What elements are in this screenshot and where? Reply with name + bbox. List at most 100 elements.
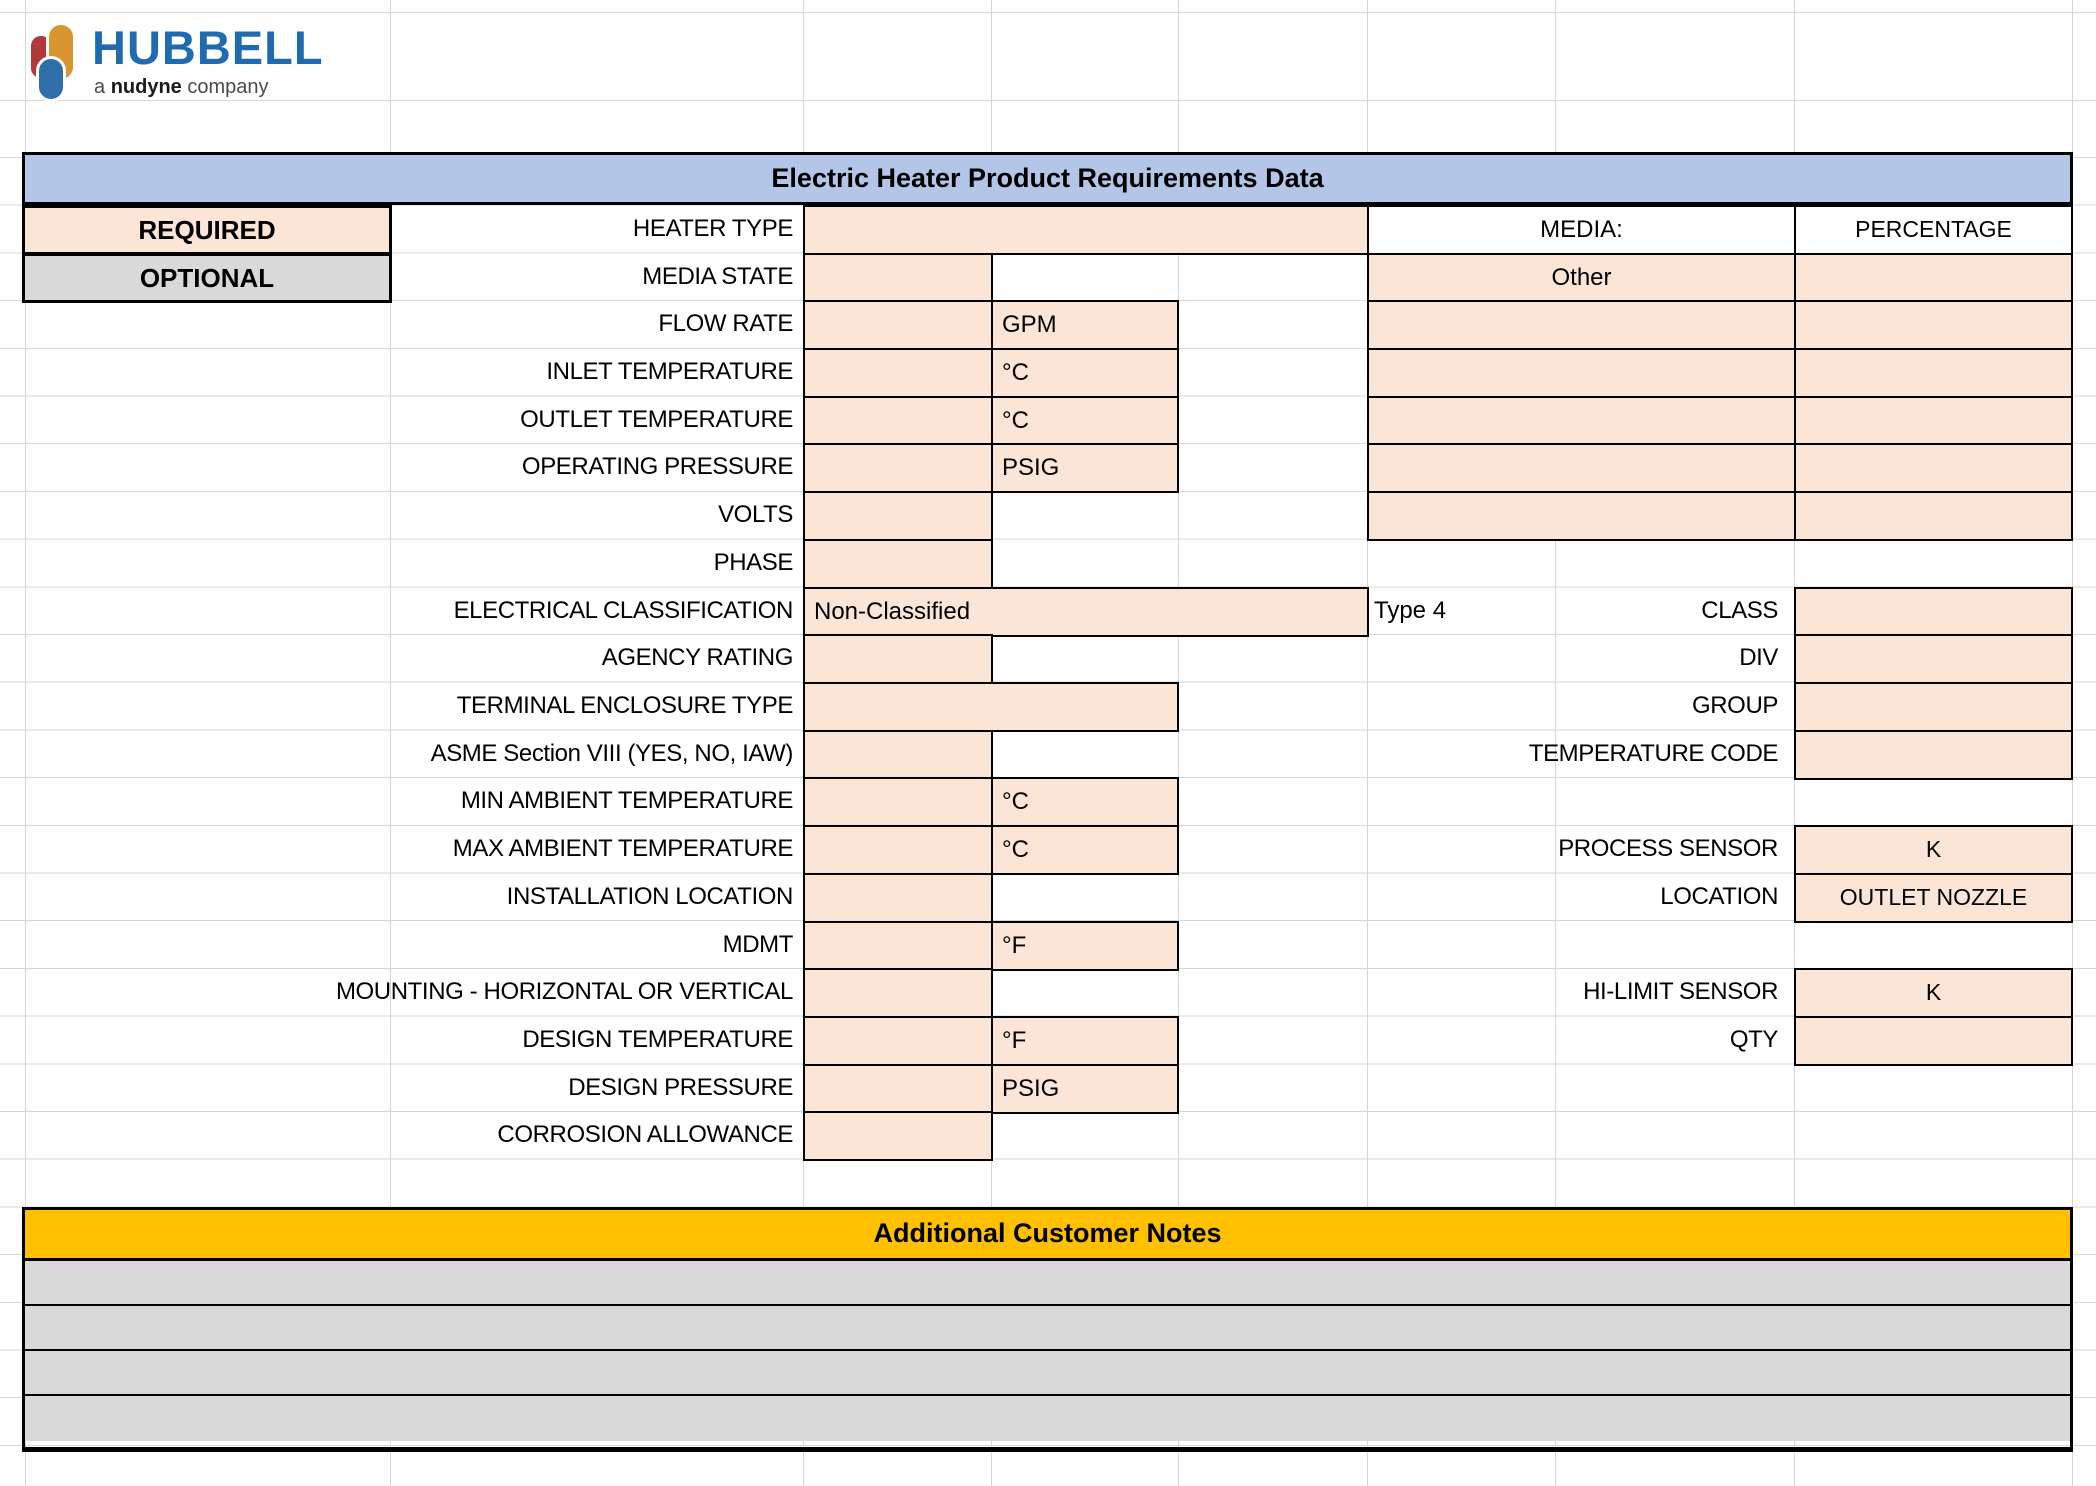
phase-input[interactable] <box>803 539 993 589</box>
min-ambient-temperature-unit: °C <box>991 777 1179 827</box>
hubbell-logo: HUBBELL a nudyne company <box>28 20 388 106</box>
row-label-design-pressure: DESIGN PRESSURE <box>568 1074 793 1101</box>
row-label-operating-pressure: OPERATING PRESSURE <box>521 453 793 480</box>
media-input-6[interactable] <box>1367 491 1796 541</box>
media-input-4[interactable] <box>1367 396 1796 446</box>
notes-row-3[interactable] <box>25 1351 2070 1396</box>
design-pressure-input[interactable] <box>803 1064 993 1114</box>
row-label-corrosion-allowance: CORROSION ALLOWANCE <box>497 1121 793 1148</box>
percentage-input-4[interactable] <box>1794 396 2073 446</box>
max-ambient-temperature-unit: °C <box>991 825 1179 875</box>
row-label-qty: QTY <box>1729 1026 1779 1053</box>
tagline-prefix: a <box>94 76 106 98</box>
electrical-classification-input[interactable]: Non-Classified <box>803 587 1369 637</box>
location-input[interactable]: OUTLET NOZZLE <box>1794 873 2073 923</box>
div-input[interactable] <box>1794 634 2073 684</box>
row-label-heater-type: HEATER TYPE <box>632 215 793 242</box>
gridline <box>0 12 2096 13</box>
terminal-enclosure-type-input[interactable] <box>803 682 1179 732</box>
percentage-column-header: PERCENTAGE <box>1794 205 2073 255</box>
flow-rate-unit: GPM <box>991 300 1179 350</box>
row-label-div: DIV <box>1739 644 1778 671</box>
notes-row-2[interactable] <box>25 1306 2070 1351</box>
row-label-inlet-temperature: INLET TEMPERATURE <box>546 358 793 385</box>
row-label-volts: VOLTS <box>718 501 793 528</box>
row-label-flow-rate: FLOW RATE <box>658 310 793 337</box>
process-sensor-input[interactable]: K <box>1794 825 2073 875</box>
agency-rating-input[interactable] <box>803 634 993 684</box>
volts-input[interactable] <box>803 491 993 541</box>
heater-type-input[interactable] <box>803 205 1369 255</box>
media-input-1[interactable]: Other <box>1367 253 1796 303</box>
enclosure-type-note: Type 4 <box>1374 597 1447 624</box>
row-label-phase: PHASE <box>713 549 794 576</box>
tagline-nudyne: nudyne <box>110 76 182 98</box>
logo-blue-shape <box>36 56 66 102</box>
notes-header: Additional Customer Notes <box>22 1207 2073 1261</box>
class-input[interactable] <box>1794 587 2073 637</box>
row-label-location: LOCATION <box>1660 883 1778 910</box>
percentage-input-1[interactable] <box>1794 253 2073 303</box>
row-label-class: CLASS <box>1701 597 1778 624</box>
tagline-suffix: company <box>187 76 269 98</box>
gridline <box>0 100 2096 101</box>
row-label-asme-section: ASME Section VIII (YES, NO, IAW) <box>430 740 794 767</box>
legend-optional: OPTIONAL <box>22 253 392 303</box>
operating-pressure-unit: PSIG <box>991 443 1179 493</box>
asme-section-input[interactable] <box>803 730 993 780</box>
row-label-temperature-code: TEMPERATURE CODE <box>1528 740 1779 767</box>
row-label-installation-location: INSTALLATION LOCATION <box>506 883 794 910</box>
percentage-input-5[interactable] <box>1794 443 2073 493</box>
form-title: Electric Heater Product Requirements Dat… <box>22 152 2073 205</box>
max-ambient-temperature-input[interactable] <box>803 825 993 875</box>
installation-location-input[interactable] <box>803 873 993 923</box>
notes-section <box>22 1261 2073 1452</box>
media-state-input[interactable] <box>803 253 993 303</box>
row-label-agency-rating: AGENCY RATING <box>601 644 794 671</box>
qty-input[interactable] <box>1794 1016 2073 1066</box>
temperature-code-input[interactable] <box>1794 730 2073 780</box>
min-ambient-temperature-input[interactable] <box>803 777 993 827</box>
mounting-input[interactable] <box>803 968 993 1018</box>
flow-rate-input[interactable] <box>803 300 993 350</box>
row-label-hilimit-sensor: HI-LIMIT SENSOR <box>1583 978 1778 1005</box>
row-label-terminal-enclosure-type: TERMINAL ENCLOSURE TYPE <box>456 692 794 719</box>
design-temperature-input[interactable] <box>803 1016 993 1066</box>
media-input-2[interactable] <box>1367 300 1796 350</box>
mdmt-input[interactable] <box>803 921 993 971</box>
percentage-input-2[interactable] <box>1794 300 2073 350</box>
operating-pressure-input[interactable] <box>803 443 993 493</box>
brand-name: HUBBELL <box>92 21 324 74</box>
corrosion-allowance-input[interactable] <box>803 1111 993 1161</box>
row-label-design-temperature: DESIGN TEMPERATURE <box>522 1026 793 1053</box>
row-label-min-ambient-temperature: MIN AMBIENT TEMPERATURE <box>460 787 794 814</box>
inlet-temperature-unit: °C <box>991 348 1179 398</box>
hubbell-logo-mark <box>28 22 82 102</box>
row-label-mounting: MOUNTING - HORIZONTAL OR VERTICAL <box>335 978 793 1005</box>
group-input[interactable] <box>1794 682 2073 732</box>
row-label-max-ambient-temperature: MAX AMBIENT TEMPERATURE <box>452 835 794 862</box>
media-column-header: MEDIA: <box>1367 205 1796 255</box>
media-input-5[interactable] <box>1367 443 1796 493</box>
percentage-input-6[interactable] <box>1794 491 2073 541</box>
row-label-electrical-classification: ELECTRICAL CLASSIFICATION <box>453 597 794 624</box>
hilimit-sensor-input[interactable]: K <box>1794 968 2073 1018</box>
notes-row-1[interactable] <box>25 1261 2070 1306</box>
row-label-outlet-temperature: OUTLET TEMPERATURE <box>520 406 793 433</box>
mdmt-unit: °F <box>991 921 1179 971</box>
design-pressure-unit: PSIG <box>991 1064 1179 1114</box>
design-temperature-unit: °F <box>991 1016 1179 1066</box>
legend-required: REQUIRED <box>22 205 392 255</box>
percentage-input-3[interactable] <box>1794 348 2073 398</box>
row-label-process-sensor: PROCESS SENSOR <box>1558 835 1778 862</box>
row-label-group: GROUP <box>1691 692 1778 719</box>
media-input-3[interactable] <box>1367 348 1796 398</box>
inlet-temperature-input[interactable] <box>803 348 993 398</box>
row-label-media-state: MEDIA STATE <box>642 263 793 290</box>
outlet-temperature-unit: °C <box>991 396 1179 446</box>
row-label-mdmt: MDMT <box>722 931 794 958</box>
brand-tagline: a nudyne company <box>94 76 269 99</box>
outlet-temperature-input[interactable] <box>803 396 993 446</box>
notes-row-4[interactable] <box>25 1396 2070 1441</box>
